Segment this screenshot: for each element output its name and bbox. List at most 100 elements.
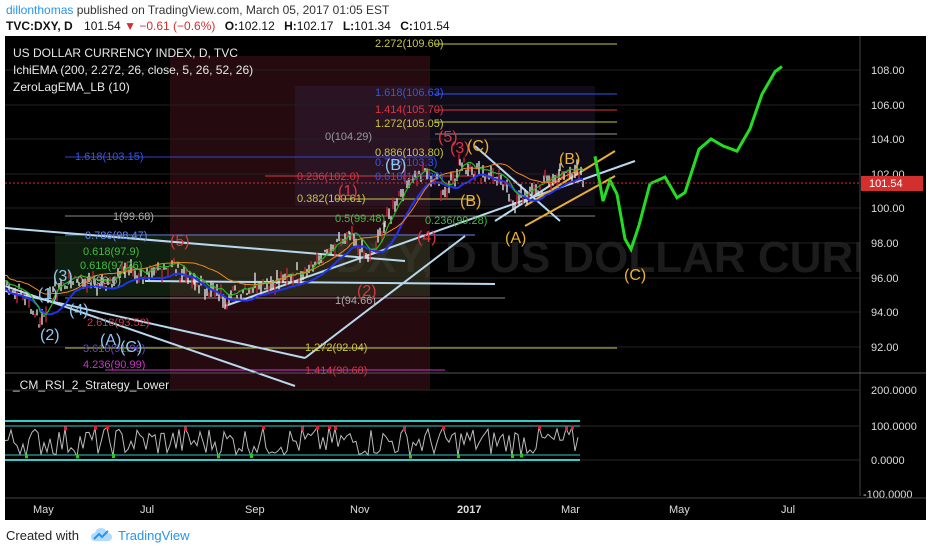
rsi-signal-mark: [409, 454, 412, 459]
tradingview-brand-link[interactable]: TradingView: [118, 528, 190, 543]
fib-label: 4.236(90.99): [83, 359, 145, 371]
time-label: Jul: [781, 504, 795, 516]
tradingview-cloud-icon: [91, 528, 112, 541]
price-series: [5, 153, 584, 328]
rsi-signal-mark: [112, 454, 115, 459]
rsi-line: [5, 425, 579, 459]
rsi-tick: 100.0000: [871, 421, 917, 433]
time-label: Jul: [140, 504, 154, 516]
wave-label: (2): [357, 283, 377, 300]
time-label: May: [669, 504, 690, 516]
fib-label: 0.236(99.28): [425, 215, 487, 227]
high-value: 102.17: [296, 19, 334, 33]
wave-label: (B): [460, 193, 481, 210]
fib-label: 1.272(105.05): [375, 118, 444, 130]
rsi-title[interactable]: _CM_RSI_2_Strategy_Lower: [13, 378, 170, 392]
open-value: 102.12: [238, 19, 275, 33]
fib-label: 3.618(91.96): [83, 343, 145, 355]
publish-line: dillonthomas published on TradingView.co…: [6, 3, 389, 17]
price-tick: 96.00: [871, 273, 899, 285]
rsi-signal-mark: [442, 425, 445, 430]
rsi-signal-mark: [217, 454, 220, 459]
wave-label: (A): [505, 230, 526, 247]
low-value: 101.34: [354, 19, 391, 33]
rsi-signal-mark: [571, 425, 574, 430]
fib-label: 0.5(96.6): [77, 275, 121, 287]
rsi-signal-mark: [520, 453, 523, 458]
symbol-watermark: DXY, D US DOLLAR CURRENCY INDEX: [335, 233, 926, 282]
fib-label: 1(94.66): [335, 295, 376, 307]
wave-label: (2): [40, 327, 60, 344]
ichi-ema-label[interactable]: IchiEMA (200, 2.272, 26, close, 5, 26, 5…: [13, 63, 254, 77]
time-axis[interactable]: May Jul Sep Nov 2017 Mar May Jul: [33, 504, 795, 516]
fib-label: 2.618(93.52): [87, 317, 149, 329]
wave-label: (C): [624, 267, 646, 284]
close-label: C:: [400, 19, 413, 33]
footer: Created with TradingView: [0, 520, 932, 550]
wave-label: (1): [38, 286, 58, 303]
rsi-signal-mark: [301, 426, 304, 431]
price-tick: 94.00: [871, 307, 899, 319]
chart-title[interactable]: US DOLLAR CURRENCY INDEX, D, TVC: [13, 46, 238, 60]
rsi-signal-marks: [25, 425, 574, 459]
wave-label: (B): [559, 151, 580, 168]
purple-zone-box: [295, 86, 595, 206]
last-price: 101.54: [84, 19, 121, 33]
low-label: L:: [342, 19, 355, 33]
wave-label: (5): [438, 129, 458, 146]
moving-average-line: [5, 163, 584, 295]
red-zone-box: [170, 56, 430, 390]
fib-label: 0(104.29): [325, 131, 372, 143]
fib-label: 0.786(98.47): [85, 230, 147, 242]
price-tick: 92.00: [871, 342, 899, 354]
rsi-signal-mark: [328, 425, 331, 430]
published-text: published on TradingView.com, March 05, …: [73, 3, 390, 17]
wave-label: (1): [338, 183, 358, 200]
price-tick: 100.00: [871, 203, 905, 215]
fib-label: 1.272(92.04): [305, 342, 367, 354]
rsi-tick: -100.0000: [863, 489, 913, 501]
time-label: 2017: [457, 504, 481, 516]
open-label: O:: [224, 19, 239, 33]
wave-label: (A): [100, 332, 121, 349]
wave-label: (4): [69, 302, 89, 319]
rsi-signal-mark: [403, 426, 406, 431]
time-label: Nov: [350, 504, 370, 516]
rsi-signal-mark: [334, 426, 337, 431]
rsi-signal-mark: [262, 425, 265, 430]
moving-average-line: [5, 173, 584, 316]
created-with-text: Created with: [6, 528, 79, 543]
wave-label: (C): [120, 339, 142, 356]
rsi-signal-mark: [565, 426, 568, 431]
wave-labels: (1) (2) (3) (4) (5) (A) (B) (C) (B) (C) …: [38, 129, 646, 356]
chart-drawing[interactable]: DXY, D US DOLLAR CURRENCY INDEX: [5, 36, 926, 520]
wave-label: (B): [385, 157, 406, 174]
fib-label: 1.618(106.63): [375, 87, 444, 99]
current-price-text: 101.54: [869, 178, 903, 190]
wave-label: (3): [53, 268, 73, 285]
rsi-signal-mark: [457, 454, 460, 459]
rsi-axis[interactable]: 200.0000 100.0000 0.0000 -100.0000: [863, 385, 917, 501]
rsi-signal-mark: [538, 425, 541, 430]
high-label: H:: [284, 19, 297, 33]
time-label: May: [33, 504, 54, 516]
chart-canvas[interactable]: DXY, D US DOLLAR CURRENCY INDEX: [5, 36, 926, 520]
zerolag-label[interactable]: ZeroLagEMA_LB (10): [13, 80, 130, 94]
price-change: −0.61 (−0.6%): [139, 19, 216, 33]
forecast-path: [593, 65, 783, 254]
rsi-signal-mark: [316, 425, 319, 430]
wave-label: (4): [417, 229, 437, 246]
fib-lines: [65, 43, 617, 371]
wave-label: (3): [450, 140, 470, 157]
author-link[interactable]: dillonthomas: [6, 3, 74, 17]
symbol-label: TVC:DXY, D: [6, 19, 73, 33]
fib-label: 0.618(101.09): [375, 171, 444, 183]
current-price-tag: [861, 176, 923, 191]
fib-label: 1(99.68): [113, 211, 154, 223]
time-label: Mar: [561, 504, 580, 516]
rsi-signal-mark: [76, 454, 79, 459]
fib-label: 1.618(103.15): [75, 151, 144, 163]
rsi-signal-mark: [511, 454, 514, 459]
ohlc-line: TVC:DXY, D 101.54 ▼ −0.61 (−0.6%) O:102.…: [6, 19, 450, 33]
down-arrow-icon: ▼: [124, 19, 136, 33]
